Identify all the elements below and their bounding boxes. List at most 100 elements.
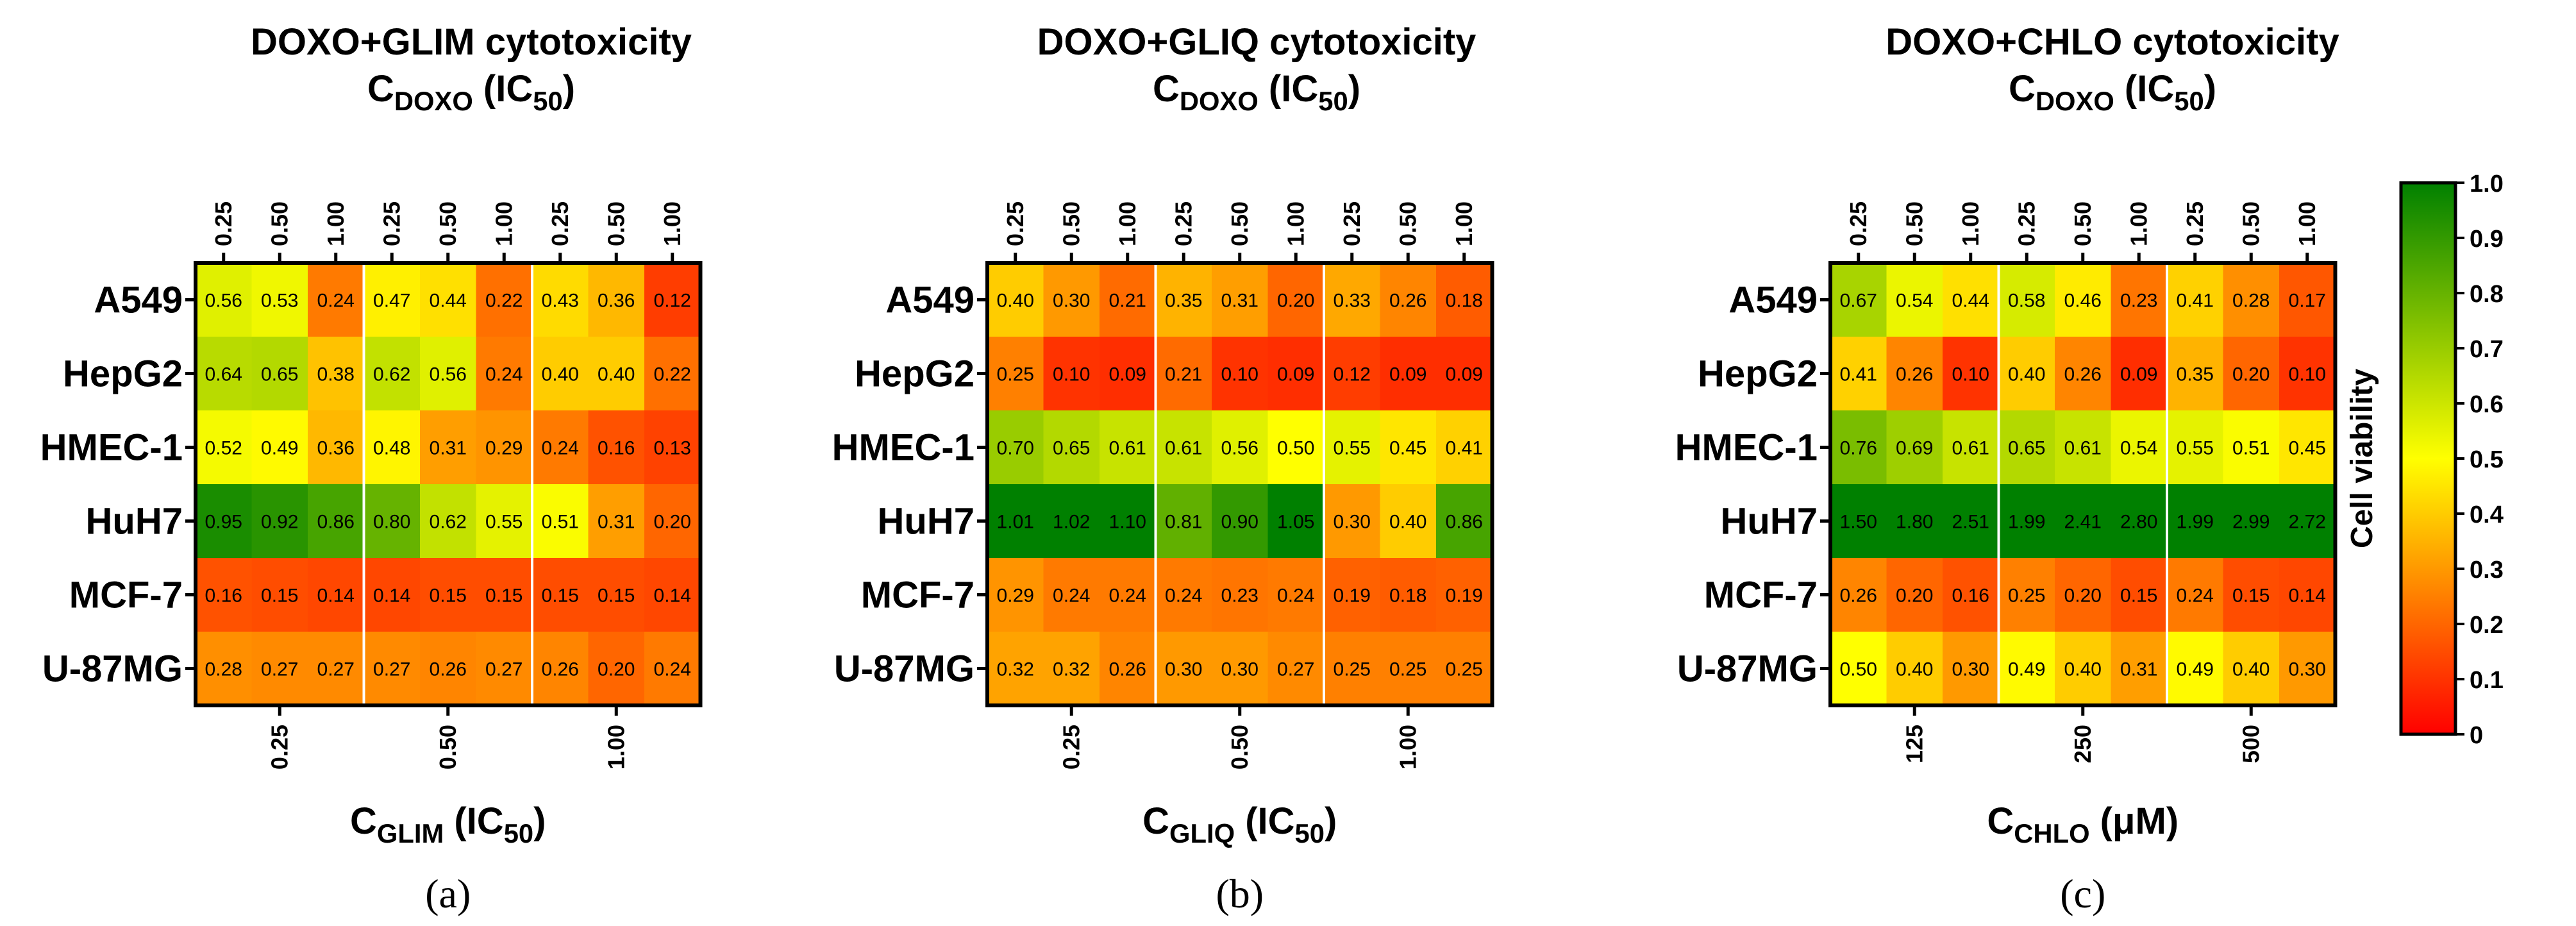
cell-value-label: 0.25 [1389,659,1426,680]
row-label: U-87MG [42,648,183,690]
cell-value-label: 0.55 [485,512,523,533]
cell-value-label: 0.35 [2177,364,2214,385]
cell-value-label: 0.09 [1389,364,1426,385]
top-tick-label: 1.00 [322,201,349,246]
heatmap-cell [1212,632,1269,706]
cell-value-label: 0.90 [1221,512,1259,533]
cell-value-label: 0.27 [1277,659,1314,680]
top-tick-label: 0.25 [1845,201,1871,246]
top-axis-label-unit-end: ) [1348,68,1360,110]
colorbar-tick-label: 0.1 [2470,667,2504,694]
cell-value-label: 0.15 [2232,585,2270,607]
heatmap-cell [251,263,308,337]
row-label: HMEC-1 [832,427,974,469]
cell-value-label: 0.18 [1446,290,1483,312]
heatmap-cell [2223,337,2280,411]
heatmap-cell [364,484,421,559]
top-tick-label: 1.00 [659,201,685,246]
heatmap-cell [1380,558,1437,632]
top-tick-label: 0.50 [1901,201,1927,246]
heatmap-cell [1886,632,1943,706]
cell-value-label: 0.15 [485,585,523,607]
cell-value-label: 0.54 [2120,438,2157,459]
top-axis-label-sub: DOXO [1180,86,1259,116]
heatmap-cell [2167,263,2224,337]
row-label: MCF-7 [861,575,974,616]
heatmap-cell [1155,484,1212,559]
top-axis-label-unit-sub: 50 [533,86,562,116]
heatmap-cell [1100,632,1157,706]
panel-label: (b) [1216,871,1264,916]
bottom-axis-label-unit-end: ) [1325,800,1337,842]
top-axis-label-unit: (IC [473,68,533,110]
heatmap-cell [1943,484,2000,559]
heatmap-cell [308,632,365,706]
cell-value-label: 0.26 [1840,585,1877,607]
cell-value-label: 0.30 [1952,659,1989,680]
cell-value-label: 0.27 [373,659,410,680]
cell-value-label: 0.26 [430,659,467,680]
heatmap-cell [1324,484,1381,559]
bottom-tick-label: 0.50 [435,725,461,770]
heatmap-cell [1380,263,1437,337]
cell-value-label: 0.20 [2232,364,2270,385]
cell-value-label: 0.10 [1053,364,1090,385]
cell-value-label: 0.29 [997,585,1034,607]
top-tick-label: 0.25 [2013,201,2039,246]
top-tick-label: 0.50 [1226,201,1253,246]
cell-value-label: 0.25 [1446,659,1483,680]
heatmap-cell [1324,410,1381,485]
heatmap-cell [2223,263,2280,337]
top-axis-label-main: C [367,68,394,110]
heatmap-cell [196,263,253,337]
row-label: HuH7 [1721,501,1818,543]
heatmap-cell [308,558,365,632]
cell-value-label: 0.24 [1277,585,1314,607]
cell-value-label: 0.50 [1840,659,1877,680]
cell-value-label: 0.30 [1334,512,1371,533]
top-tick-label: 1.00 [2294,201,2320,246]
heatmap-cell [588,337,645,411]
top-tick-label: 0.25 [1170,201,1196,246]
cell-value-label: 0.30 [1221,659,1259,680]
top-axis-label-main: C [2009,68,2036,110]
cell-value-label: 0.17 [2289,290,2326,312]
heatmap-cell [476,410,533,485]
cell-value-label: 0.19 [1334,585,1371,607]
cell-value-label: 0.10 [1952,364,1989,385]
heatmap-cell [1436,558,1493,632]
cell-value-label: 1.05 [1277,512,1314,533]
heatmap-cell [196,410,253,485]
cell-value-label: 0.56 [430,364,467,385]
top-tick-label: 1.00 [1114,201,1141,246]
heatmap-cell [251,632,308,706]
cell-value-label: 0.61 [2064,438,2102,459]
heatmap-cell [251,337,308,411]
bottom-axis-label-unit-sub: 50 [504,818,533,848]
heatmap-cell [532,632,589,706]
cell-value-label: 0.25 [1334,659,1371,680]
heatmap-cell [2111,558,2168,632]
cell-value-label: 0.21 [1109,290,1146,312]
cell-value-label: 0.24 [2177,585,2214,607]
top-axis-label-unit-sub: 50 [1318,86,1348,116]
heatmap-cell [1886,484,1943,559]
heatmap-cell [476,558,533,632]
heatmap-cell [1043,337,1100,411]
cell-value-label: 0.27 [485,659,523,680]
heatmap-cell [364,632,421,706]
heatmap-cell [420,410,477,485]
row-label: HepG2 [1698,353,1818,395]
colorbar-tick-label: 0.3 [2470,557,2504,584]
heatmap-cell [420,558,477,632]
heatmap-cell [1830,337,1887,411]
heatmap-cell [1043,263,1100,337]
heatmap-cell [196,632,253,706]
cell-value-label: 0.65 [261,364,298,385]
top-tick-label: 0.50 [435,201,461,246]
cell-value-label: 0.69 [1896,438,1933,459]
row-label: MCF-7 [69,575,183,616]
row-label: HMEC-1 [40,427,183,469]
cell-value-label: 0.09 [1109,364,1146,385]
